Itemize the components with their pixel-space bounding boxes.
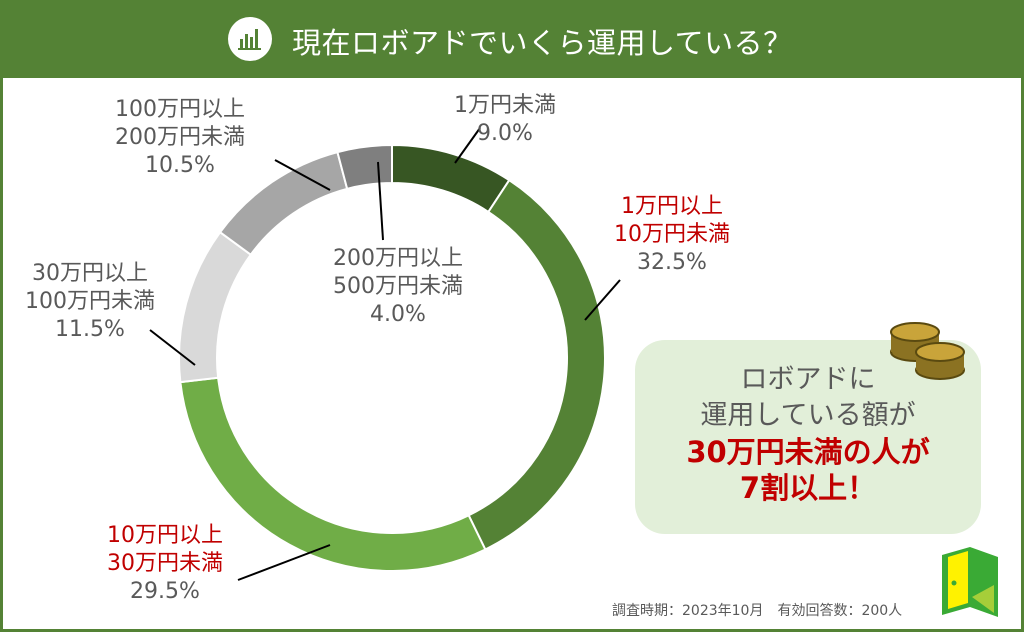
donut-slice: [179, 376, 487, 572]
bar-chart-icon: [228, 17, 272, 61]
leader-line: [454, 127, 481, 164]
slice-label: 1万円以上 10万円未満 32.5%: [614, 193, 730, 277]
leader-line: [274, 159, 331, 191]
coins-icon: [890, 322, 965, 380]
slice-label-text: 1万円以上: [621, 194, 723, 219]
callout-line-3: 30万円未満の人が: [686, 435, 930, 469]
leader-line: [377, 161, 384, 241]
donut-slice: [391, 143, 511, 214]
slice-value: 10.5%: [145, 153, 215, 178]
door-logo-icon: [942, 547, 998, 617]
donut-slice: [336, 143, 393, 191]
callout-line-2: 運用している額が: [700, 400, 916, 431]
callout-line-4: 7割以上！: [739, 471, 877, 505]
slice-value: 11.5%: [55, 317, 125, 342]
slice-label: 100万円以上 200万円未満 10.5%: [115, 96, 245, 180]
slice-label: 10万円以上 30万円未満 29.5%: [107, 522, 223, 606]
callout-box: ロボアドに 運用している額が 30万円未満の人が 7割以上！: [635, 340, 981, 534]
slice-label-text: 30万円未満: [107, 551, 223, 576]
callout-line-1: ロボアドに: [740, 364, 876, 395]
slice-label-text: 100万円以上: [115, 97, 245, 122]
slice-value: 32.5%: [637, 250, 707, 275]
leader-line: [237, 544, 331, 581]
donut-slice: [178, 230, 253, 384]
donut-slice: [467, 178, 606, 551]
slice-value: 4.0%: [370, 302, 426, 327]
leader-line: [149, 329, 196, 366]
slice-label-text: 100万円未満: [25, 289, 155, 314]
slice-label-text: 500万円未満: [333, 274, 463, 299]
slice-label-text: 200万円以上: [333, 246, 463, 271]
header-bar: 現在ロボアドでいくら運用している？: [0, 0, 1024, 78]
leader-line: [584, 279, 621, 321]
slice-value: 9.0%: [477, 121, 533, 146]
survey-info: 調査時期：2023年10月 有効回答数：200人: [612, 603, 903, 619]
slice-label-text: 200万円未満: [115, 125, 245, 150]
slice-label-text: 30万円以上: [32, 261, 148, 286]
slice-value: 29.5%: [130, 579, 200, 604]
slice-label: 30万円以上 100万円未満 11.5%: [25, 260, 155, 344]
slice-label: 1万円未満 9.0%: [454, 92, 556, 148]
page-title: 現在ロボアドでいくら運用している？: [292, 26, 793, 60]
slice-label-text: 1万円未満: [454, 93, 556, 118]
slice-label-text: 10万円以上: [107, 523, 223, 548]
slice-label-text: 10万円未満: [614, 222, 730, 247]
slice-label: 200万円以上 500万円未満 4.0%: [333, 245, 463, 329]
